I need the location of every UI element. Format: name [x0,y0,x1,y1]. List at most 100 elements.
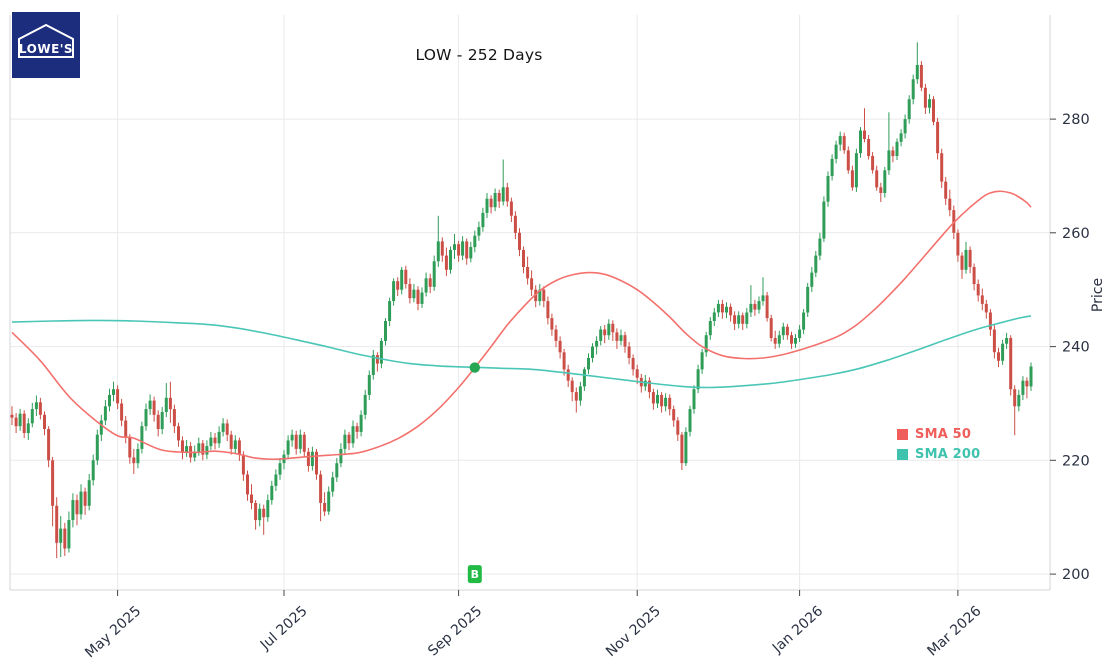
candle-body [980,295,984,304]
candle-body [79,491,83,515]
candle-body [761,295,765,302]
candle-body [522,249,525,267]
candle-body [444,255,448,270]
candle-body [286,440,290,455]
candle-body [388,301,392,321]
candle-body [221,423,225,432]
candle-body [128,437,132,458]
candle-body [501,187,505,202]
house-outline-icon [18,23,74,58]
candle-body [477,227,481,236]
candle-body [745,312,749,324]
candle-body [26,423,30,434]
candle-body [818,238,822,256]
candle-body [777,335,781,344]
candle-body [526,267,530,279]
candle-body [124,420,128,438]
candle-body [258,508,262,521]
candle-body [262,508,266,518]
candle-body [116,389,120,404]
lowes-logo: LOWE'S [12,12,80,78]
candle-body [972,267,976,285]
candle-body [753,303,757,310]
candle-body [177,426,180,441]
candle-body [375,355,379,364]
candle-body [725,306,728,313]
chart-title: LOW - 252 Days [415,46,543,64]
candle-body [554,329,558,341]
candle-body [1001,343,1005,361]
candle-body [310,451,314,466]
candle-body [493,193,497,208]
candle-body [712,312,716,321]
candle-body [351,426,355,444]
candle-body [302,434,306,452]
candles-layer [10,42,1033,559]
y-tick-label: 260 [1062,226,1090,242]
candle-body [542,289,546,302]
candle-body [209,437,213,447]
candle-body [144,409,148,427]
candle-body [518,232,521,250]
legend-label: SMA 200 [915,446,981,462]
candle-body [749,303,753,313]
candle-body [871,156,875,171]
candle-body [172,409,176,427]
candle-body [457,244,461,256]
candle-body [440,241,444,256]
candle-body [509,201,513,216]
candle-body [469,247,473,259]
candle-body [75,500,79,515]
candle-body [530,278,534,290]
candle-body [660,394,664,407]
candle-body [879,187,883,193]
candle-body [197,443,201,452]
candle-body [335,463,339,478]
candle-body [164,397,168,412]
x-tick-label: Nov 2025 [603,603,664,660]
candle-body [891,150,895,157]
y-tick-label: 240 [1062,340,1090,356]
candle-body [473,235,477,248]
candle-body [201,443,205,455]
candle-body [34,402,38,410]
candle-body [408,284,412,299]
candle-body [631,358,635,370]
candle-body [826,176,830,202]
candle-body [668,397,672,410]
candle-body [769,318,773,338]
candle-body [647,380,651,393]
x-tick-label: Jan 2026 [769,603,826,657]
candle-body [895,141,899,156]
candle-body [903,119,907,134]
candle-body [339,449,343,464]
candle-body [919,65,923,88]
candle-body [319,474,323,503]
candle-body [343,434,347,449]
candle-body [412,289,416,299]
candle-body [651,392,655,404]
candle-body [10,414,14,418]
legend-label: SMA 50 [915,426,972,442]
candle-body [148,400,152,410]
candle-body [156,414,160,429]
candle-body [489,198,493,208]
candle-body [185,446,189,452]
candle-body [992,329,996,353]
logo-text: LOWE'S [19,42,73,56]
candle-body [250,494,253,503]
candle-body [87,480,91,506]
candle-body [729,306,733,316]
candle-body [237,440,241,455]
candle-body [867,139,871,157]
candle-body [453,244,456,250]
candle-body [570,380,574,393]
candle-body [558,340,562,353]
candle-body [14,417,18,427]
candle-body [392,281,396,302]
candle-body [59,528,63,543]
candle-body [948,198,952,211]
candle-body [944,181,948,199]
candle-body [108,394,111,407]
